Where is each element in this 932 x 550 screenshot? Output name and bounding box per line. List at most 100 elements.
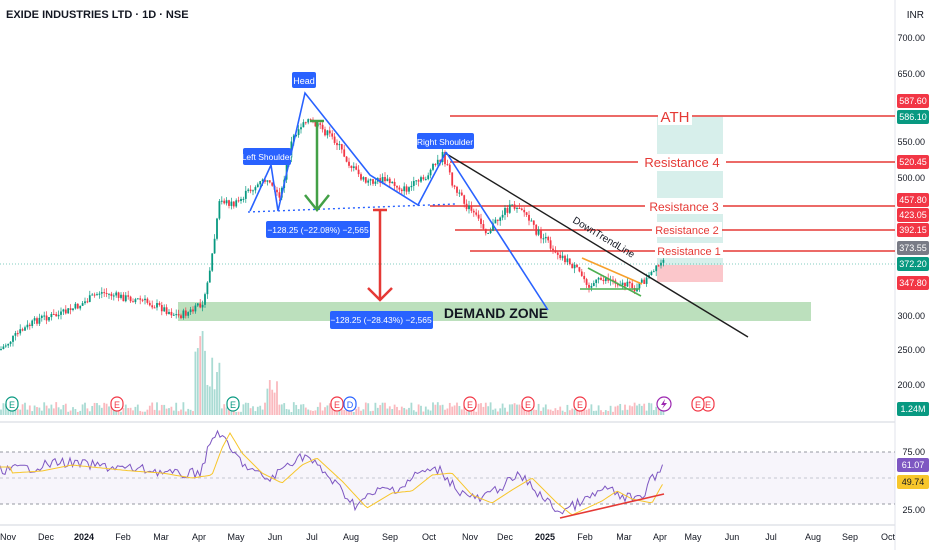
- volume-bar: [513, 403, 516, 415]
- candle-body: [324, 129, 326, 136]
- volume-bar: [151, 402, 154, 415]
- long-position-stop[interactable]: [657, 265, 723, 282]
- earnings-marker[interactable]: D: [343, 396, 357, 412]
- candle-body: [55, 314, 58, 317]
- long-position-profit[interactable]: [657, 117, 723, 265]
- candle-body: [482, 224, 485, 229]
- time-label: Jun: [725, 532, 740, 542]
- volume-bar: [374, 402, 377, 415]
- volume-bar: [129, 407, 132, 415]
- candle-body: [549, 240, 552, 249]
- price-axis[interactable]: 700.00 650.00 550.00 500.00 300.00 250.00 200.…: [897, 33, 925, 390]
- candle-body: [424, 179, 427, 181]
- volume-bar: [84, 402, 86, 415]
- dividend-marker[interactable]: [656, 396, 672, 412]
- volume-bar: [398, 410, 401, 415]
- earnings-marker[interactable]: E: [691, 396, 705, 412]
- earnings-marker[interactable]: E: [521, 396, 535, 412]
- volume-bar: [643, 403, 646, 415]
- price-tag: 423.05: [897, 208, 929, 222]
- volume-bar: [631, 406, 634, 415]
- volume-bar: [110, 404, 113, 415]
- volume-bar: [264, 402, 266, 415]
- candle-body: [472, 210, 475, 213]
- volume-bar: [148, 405, 151, 415]
- earnings-marker[interactable]: E: [330, 396, 344, 412]
- candle-body: [230, 201, 233, 206]
- rsi-axis[interactable]: 75.00 25.00: [902, 447, 925, 515]
- green-measure-arrow[interactable]: [304, 119, 330, 213]
- volume-bar: [388, 406, 391, 415]
- candle-body: [446, 164, 449, 166]
- rsi-divergence-line[interactable]: [559, 493, 665, 519]
- candle-body: [268, 180, 271, 183]
- candle-body: [24, 327, 26, 331]
- volume-bar: [350, 410, 353, 415]
- volume-bar: [616, 405, 619, 415]
- volume-bar: [501, 403, 504, 415]
- candle-body: [295, 134, 298, 136]
- volume-bar: [124, 404, 127, 415]
- volume-bar: [544, 404, 547, 415]
- time-label: Jul: [765, 532, 777, 542]
- downtrend-line[interactable]: [444, 152, 749, 338]
- volume-bar: [156, 402, 158, 415]
- candle-body: [554, 250, 557, 253]
- resistance-2-label-bg: [652, 222, 722, 237]
- right-shoulder-label-bg[interactable]: [417, 133, 474, 149]
- volume-bar: [592, 410, 595, 415]
- volume-bar: [516, 404, 518, 415]
- projection-line[interactable]: [445, 151, 549, 311]
- price-tag: 587.60: [897, 94, 929, 108]
- candle-body: [163, 307, 166, 312]
- volume-bar: [98, 405, 101, 415]
- candle-body: [333, 136, 336, 143]
- volume-bar: [237, 411, 240, 415]
- candle-body: [31, 320, 34, 326]
- event-markers[interactable]: E E E E D E E E EE: [5, 396, 715, 412]
- candle-body: [544, 236, 547, 239]
- candle-body: [496, 219, 499, 221]
- volume-bar: [120, 411, 122, 415]
- candle-body: [566, 258, 569, 263]
- earnings-marker[interactable]: E: [226, 396, 240, 412]
- head-label-bg[interactable]: [292, 72, 316, 88]
- candle-body: [523, 209, 526, 213]
- wedge-bottom[interactable]: [587, 267, 642, 297]
- rsi-ma-line: [0, 431, 663, 516]
- volume-bar: [604, 410, 607, 415]
- volume-bar: [220, 408, 223, 415]
- left-shoulder-label-bg[interactable]: [243, 148, 291, 165]
- candle-body: [489, 230, 492, 234]
- volume-bar: [0, 409, 2, 415]
- right-shoulder-label: Right Shoulder: [417, 137, 473, 147]
- volume-bar: [492, 409, 494, 415]
- red-measure-arrow[interactable]: [367, 208, 393, 302]
- candle-body: [115, 292, 118, 296]
- candle-body: [247, 189, 250, 191]
- price-tick-label: 300.00: [897, 311, 925, 321]
- volume-bar: [458, 405, 461, 415]
- measure-2-box[interactable]: [330, 311, 433, 329]
- candle-body: [410, 185, 413, 188]
- earnings-marker[interactable]: E: [110, 396, 124, 412]
- candle-body: [444, 151, 446, 165]
- earnings-marker[interactable]: E: [573, 396, 587, 412]
- price-tag: 392.15: [897, 223, 929, 237]
- candle-body: [91, 294, 94, 296]
- candle-body: [84, 301, 86, 304]
- volume-bar: [196, 348, 199, 415]
- volume-bar: [314, 410, 317, 415]
- time-axis[interactable]: Nov Dec 2024 Feb Mar Apr May Jun Jul Aug Sep Oct Nov…: [0, 532, 895, 542]
- candle-body: [580, 271, 583, 276]
- volume-bar: [321, 410, 324, 415]
- measure-1-box[interactable]: [266, 221, 370, 238]
- volume-bar: [444, 409, 446, 415]
- earnings-marker[interactable]: E: [5, 396, 19, 412]
- candle-body: [216, 218, 218, 239]
- earnings-marker[interactable]: E: [463, 396, 477, 412]
- volume-bar: [276, 381, 278, 415]
- candle-body: [564, 255, 566, 263]
- wedge-top[interactable]: [581, 257, 643, 285]
